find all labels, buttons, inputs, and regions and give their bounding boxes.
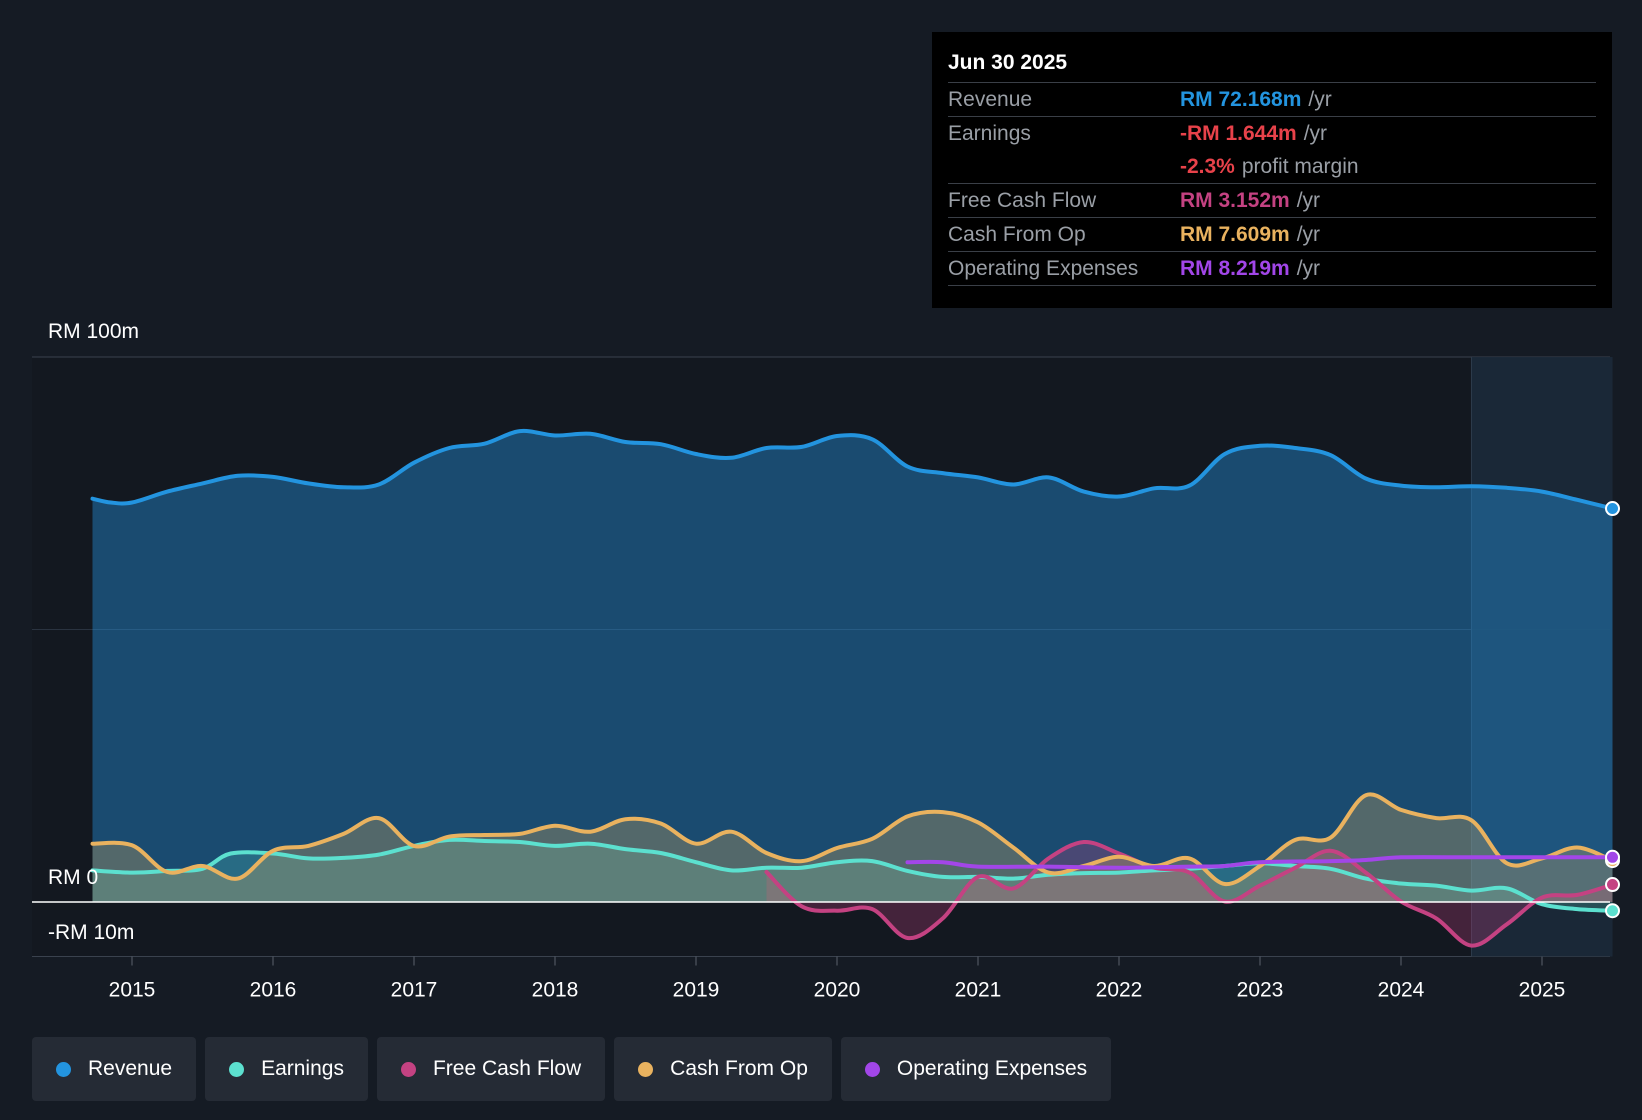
x-tick-label: 2016 — [250, 979, 297, 1002]
tooltip-label: Earnings — [948, 121, 1031, 145]
line-free-cash-flow — [764, 839, 1615, 948]
tooltip-unit: /yr — [1296, 256, 1321, 280]
x-axis-ticks: 2015 2016 2017 2018 2019 2020 2021 2022 2023 2024… — [109, 956, 1566, 1002]
x-tick-label: 2017 — [391, 979, 438, 1002]
legend-dot-icon — [638, 1061, 654, 1077]
tooltip-date: Jun 30 2025 — [948, 48, 1596, 83]
x-tick-label: 2025 — [1519, 979, 1566, 1002]
tooltip-value: RM 72.168m — [1180, 87, 1302, 111]
tooltip-unit: /yr — [1296, 222, 1321, 246]
y-label-zero: RM 0 — [48, 866, 99, 889]
end-markers — [1605, 501, 1620, 919]
legend-dot-icon — [56, 1061, 71, 1077]
legend-label: Operating Expenses — [896, 1057, 1088, 1080]
tooltip-row-opex: Operating Expenses RM 8.219m /yr — [948, 252, 1596, 286]
tooltip-row-margin: -2.3% profit margin — [948, 150, 1596, 184]
end-marker-free-cash-flow — [1605, 877, 1620, 893]
tooltip-value: -RM 1.644m — [1180, 121, 1297, 145]
legend-dot-icon — [229, 1061, 245, 1077]
area-revenue — [92, 430, 1613, 902]
series-lines — [32, 428, 1615, 948]
tooltip-row-cfo: Cash From Op RM 7.609m /yr — [948, 218, 1596, 252]
tooltip-row-earnings: Earnings -RM 1.644m /yr — [948, 117, 1596, 150]
line-operating-expenses — [905, 855, 1615, 870]
tooltip-label: Free Cash Flow — [948, 188, 1097, 212]
tooltip-unit: /yr — [1296, 188, 1321, 212]
legend-label: Revenue — [88, 1057, 173, 1080]
legend-item-free-cash-flow[interactable]: Free Cash Flow — [376, 1037, 606, 1101]
tooltip-value: RM 3.152m — [1180, 188, 1290, 212]
tooltip-row-revenue: Revenue RM 72.168m /yr — [948, 83, 1596, 117]
x-tick-label: 2018 — [532, 979, 579, 1002]
tooltip-value: -2.3% — [1180, 154, 1235, 178]
series-areas — [92, 430, 1613, 946]
line-cash-from-op — [90, 792, 1615, 887]
y-label-top: RM 100m — [48, 320, 140, 343]
x-tick-label: 2021 — [955, 979, 1002, 1002]
legend: Revenue Earnings Free Cash Flow Cash Fro… — [32, 1037, 1112, 1101]
legend-label: Free Cash Flow — [432, 1057, 582, 1080]
legend-item-earnings[interactable]: Earnings — [205, 1037, 368, 1101]
tooltip-label: Cash From Op — [948, 222, 1086, 246]
x-tick-label: 2023 — [1237, 979, 1284, 1002]
legend-dot-icon — [400, 1061, 416, 1077]
tooltip-unit: /yr — [1308, 87, 1332, 111]
legend-dot-icon — [864, 1061, 880, 1077]
tooltip-panel: Jun 30 2025 Revenue RM 72.168m /yr Earni… — [932, 32, 1612, 308]
x-tick-label: 2022 — [1096, 979, 1143, 1002]
tooltip-unit: profit margin — [1241, 154, 1359, 178]
line-earnings — [90, 837, 1615, 913]
legend-label: Earnings — [261, 1057, 344, 1080]
legend-label: Cash From Op — [670, 1057, 808, 1080]
tooltip-label: Operating Expenses — [948, 256, 1139, 280]
legend-item-operating-expenses[interactable]: Operating Expenses — [840, 1037, 1112, 1101]
area-cash-from-op — [92, 794, 1613, 902]
x-tick-label: 2024 — [1378, 979, 1425, 1002]
tooltip-row-fcf: Free Cash Flow RM 3.152m /yr — [948, 184, 1596, 218]
legend-item-cash-from-op[interactable]: Cash From Op — [614, 1037, 832, 1101]
tooltip-value: RM 8.219m — [1180, 256, 1290, 280]
area-earnings — [92, 839, 1613, 911]
x-tick-label: 2019 — [673, 979, 720, 1002]
area-free-cash-flow — [766, 841, 1613, 946]
tooltip-label: Revenue — [948, 87, 1033, 111]
tooltip-unit: /yr — [1303, 121, 1328, 145]
x-tick-label: 2020 — [814, 979, 861, 1002]
tooltip-value: RM 7.609m — [1180, 222, 1290, 246]
x-tick-label: 2015 — [109, 979, 156, 1002]
end-marker-earnings — [1605, 903, 1620, 919]
line-revenue — [90, 428, 1615, 511]
legend-item-revenue[interactable]: Revenue — [32, 1037, 197, 1101]
end-marker-operating-expenses — [1605, 849, 1620, 865]
end-marker-revenue — [1605, 501, 1620, 517]
y-label-bottom: -RM 10m — [48, 921, 135, 944]
